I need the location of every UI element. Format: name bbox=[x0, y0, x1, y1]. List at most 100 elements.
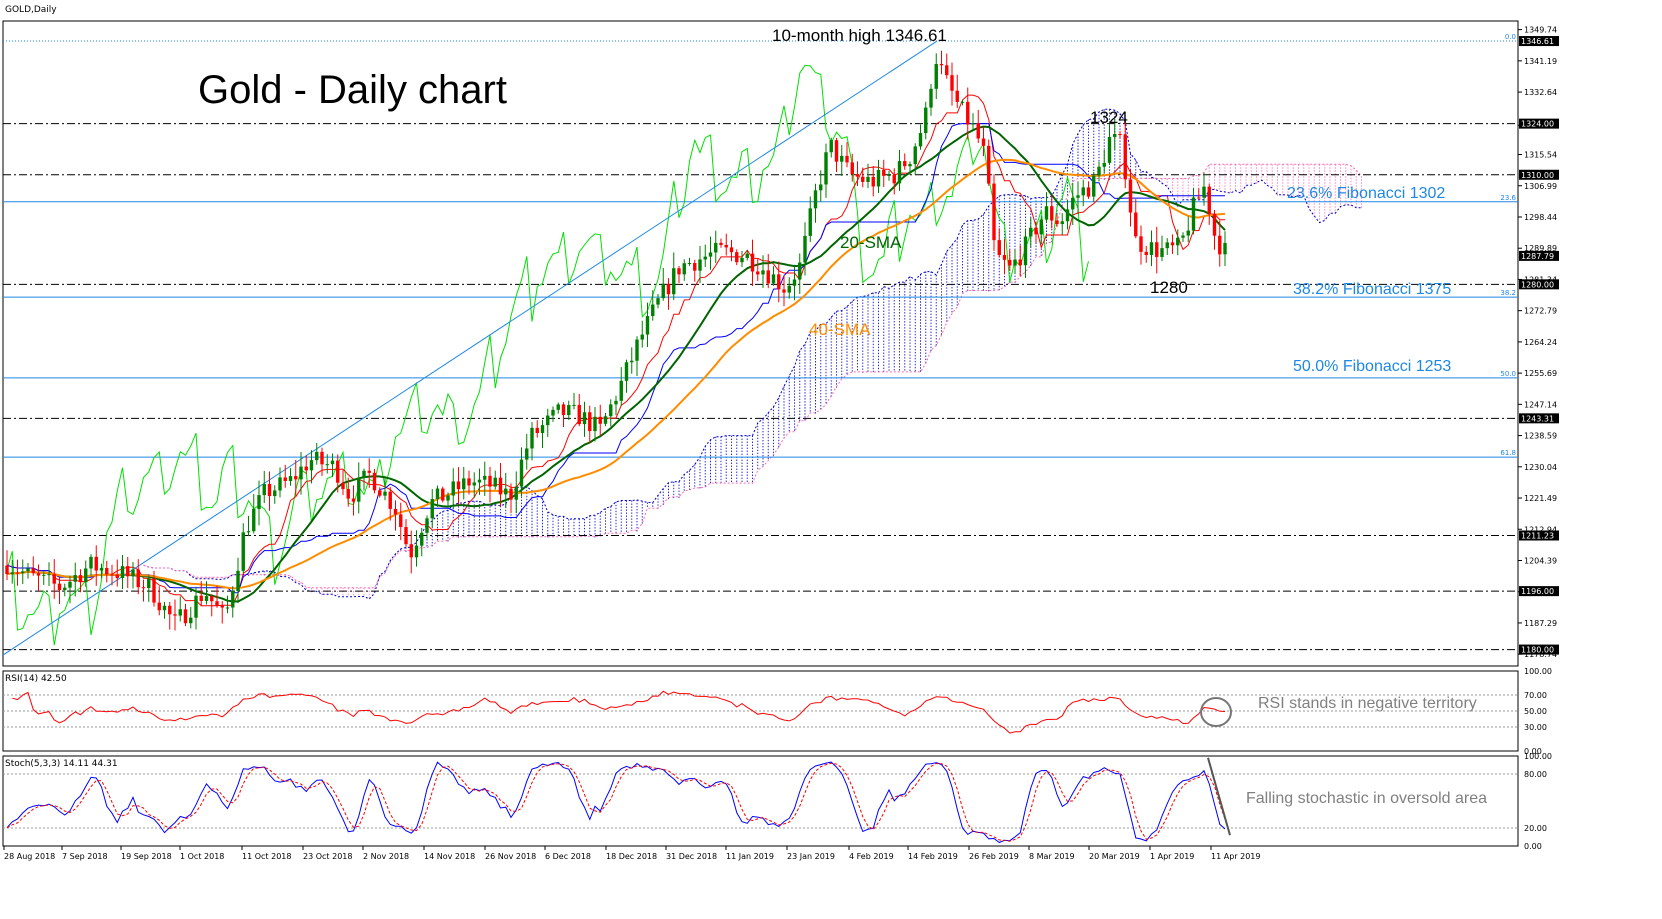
candle-body bbox=[708, 252, 713, 257]
candle-body bbox=[693, 263, 697, 271]
candle-body bbox=[761, 270, 765, 275]
candle-body bbox=[367, 470, 371, 473]
candle-body bbox=[26, 568, 30, 572]
candle-body bbox=[1008, 259, 1012, 266]
candle-body bbox=[1207, 186, 1211, 214]
candle-body bbox=[630, 360, 634, 363]
candle-body bbox=[462, 478, 466, 490]
stoch-label: Stoch(5,3,3) 14.11 44.31 bbox=[5, 759, 118, 769]
candle-body bbox=[1139, 236, 1143, 252]
time-tick-label: 20 Mar 2019 bbox=[1089, 852, 1140, 861]
candle-body bbox=[661, 283, 665, 299]
stoch-tick-label: 100.00 bbox=[1524, 752, 1552, 761]
price-tags: 1346.61 1324.00 1310.00 1287.79 1280.00 1243.… bbox=[1519, 36, 1559, 655]
candle-body bbox=[1155, 242, 1159, 257]
candle-body bbox=[1076, 195, 1080, 198]
candle-body bbox=[262, 483, 266, 496]
sma40-label: 40-SMA bbox=[809, 320, 871, 339]
senkou-span-a bbox=[143, 108, 1362, 600]
sma20-line bbox=[6, 125, 1226, 603]
fibonacci-percent-label: 38.2 bbox=[1500, 289, 1516, 297]
time-tick-label: 26 Nov 2018 bbox=[485, 852, 536, 861]
candle-body bbox=[813, 190, 818, 209]
candle-body bbox=[430, 499, 434, 519]
candle-body bbox=[756, 271, 760, 275]
candle-body bbox=[404, 527, 408, 545]
candle-body bbox=[698, 259, 702, 271]
candle-body bbox=[976, 123, 980, 139]
price-tick-label: 1247.14 bbox=[1524, 400, 1557, 409]
candle-body bbox=[1050, 206, 1054, 221]
candle-body bbox=[1018, 259, 1022, 266]
candle-body bbox=[682, 263, 686, 275]
candle-body bbox=[892, 174, 896, 184]
price-tag-label: 1346.61 bbox=[1521, 37, 1554, 46]
candle-body bbox=[1055, 220, 1059, 225]
time-tick-label: 31 Dec 2018 bbox=[666, 852, 717, 861]
candle-body bbox=[110, 574, 114, 576]
candle-body bbox=[357, 477, 361, 502]
price-tick-label: 1238.59 bbox=[1524, 432, 1557, 441]
candle-body bbox=[540, 425, 545, 433]
candle-body bbox=[1102, 162, 1106, 167]
price-tag-label: 1324.00 bbox=[1521, 120, 1554, 129]
candle-body bbox=[21, 571, 25, 573]
candle-body bbox=[934, 64, 938, 89]
candle-body bbox=[283, 477, 287, 481]
candle-body bbox=[1223, 242, 1227, 255]
price-tag-box bbox=[1519, 413, 1559, 424]
price-tag-box bbox=[1519, 250, 1559, 261]
candle-body bbox=[1039, 219, 1043, 235]
price-panel-frame bbox=[2, 20, 1519, 667]
candle-body bbox=[456, 481, 461, 490]
candle-body bbox=[304, 466, 308, 471]
candle-body bbox=[866, 176, 870, 182]
time-tick-label: 23 Jan 2019 bbox=[787, 852, 835, 861]
candle-body bbox=[194, 595, 198, 618]
candle-body bbox=[157, 602, 161, 611]
price-tick-label: 1289.89 bbox=[1524, 244, 1557, 253]
price-tick-label: 1264.24 bbox=[1524, 338, 1557, 347]
candle-body bbox=[593, 416, 597, 432]
candle-body bbox=[1197, 197, 1201, 199]
candle-body bbox=[483, 475, 487, 480]
sma40-line bbox=[6, 158, 1226, 590]
candle-body bbox=[1092, 175, 1096, 197]
candle-body bbox=[5, 565, 9, 575]
candle-body bbox=[325, 464, 329, 466]
price-tag-box bbox=[1519, 530, 1559, 541]
high-annotation: 10-month high 1346.61 bbox=[772, 26, 947, 45]
candle-body bbox=[15, 572, 20, 574]
candle-body bbox=[745, 253, 749, 258]
candle-body bbox=[871, 176, 875, 187]
time-tick-label: 2 Nov 2018 bbox=[363, 852, 409, 861]
candle-body bbox=[777, 274, 781, 290]
candle-body bbox=[798, 262, 802, 280]
price-tick-label: 1341.19 bbox=[1524, 57, 1557, 66]
candle-body bbox=[341, 482, 345, 490]
candle-body bbox=[677, 268, 681, 275]
candle-body bbox=[246, 531, 251, 533]
candle-body bbox=[42, 574, 46, 576]
candle-body bbox=[57, 583, 62, 591]
candle-body bbox=[603, 416, 608, 424]
candle-body bbox=[1029, 227, 1033, 237]
stoch-panel-frame bbox=[2, 755, 1519, 847]
price-tag-box bbox=[1519, 644, 1559, 655]
candle-body bbox=[267, 483, 272, 497]
candle-body bbox=[399, 514, 403, 528]
price-tick-label: 1349.74 bbox=[1524, 26, 1557, 35]
candle-body bbox=[294, 476, 298, 480]
candle-body bbox=[1202, 186, 1206, 198]
candle-body bbox=[173, 614, 177, 616]
stoch-main-line bbox=[6, 761, 1226, 844]
candle-body bbox=[278, 477, 282, 491]
time-tick-label: 26 Feb 2019 bbox=[969, 852, 1019, 861]
candle-body bbox=[1013, 259, 1017, 266]
tenkan-sen-line bbox=[6, 94, 1225, 607]
candle-body bbox=[640, 334, 644, 340]
candle-body bbox=[204, 596, 209, 601]
candle-body bbox=[84, 568, 88, 583]
candle-body bbox=[1123, 134, 1127, 180]
candle-body bbox=[1128, 179, 1133, 213]
